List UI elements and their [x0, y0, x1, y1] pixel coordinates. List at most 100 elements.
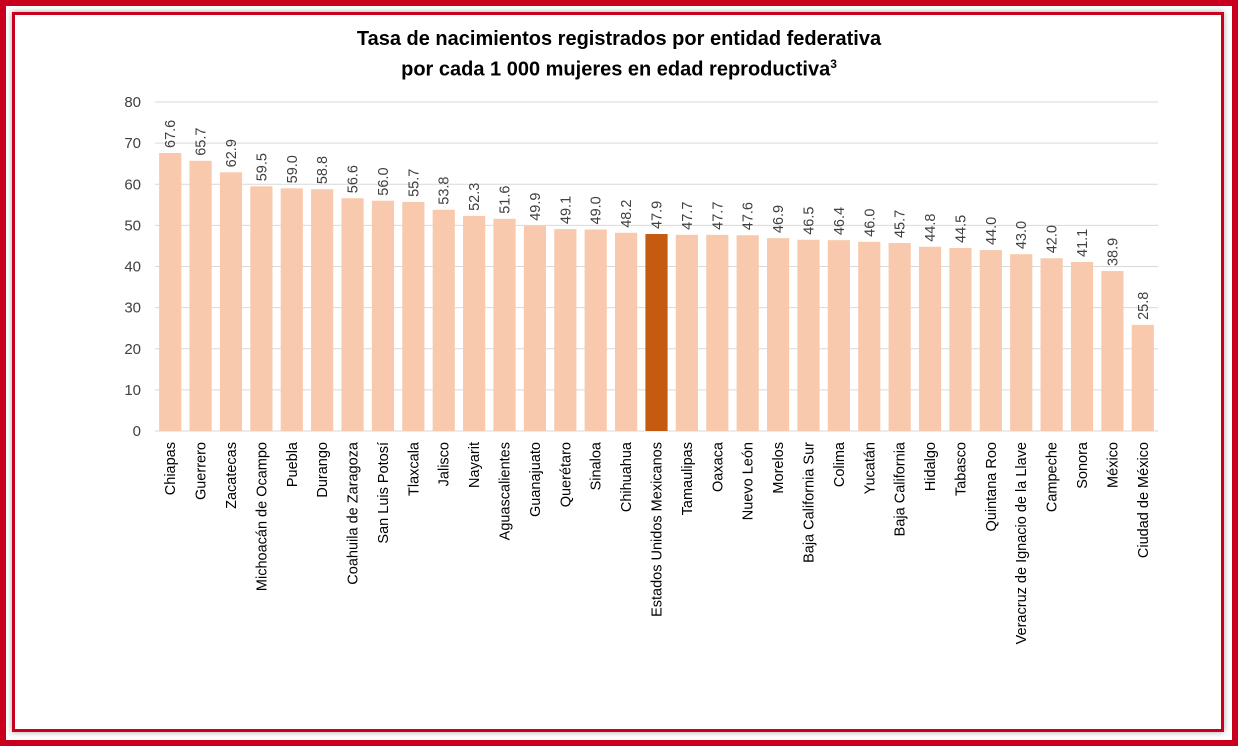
bar — [493, 218, 516, 431]
data-label: 49.9 — [528, 193, 544, 221]
y-tick-label: 80 — [124, 94, 141, 111]
data-label: 44.0 — [984, 217, 1000, 245]
bar — [1040, 258, 1063, 431]
y-tick-label: 0 — [133, 423, 141, 440]
x-tick-label: Veracruz de Ignacio de la Llave — [1014, 442, 1030, 644]
data-label: 43.0 — [1014, 221, 1030, 249]
x-tick-label: Chihuahua — [619, 441, 635, 512]
bar — [523, 225, 547, 431]
bar — [615, 232, 638, 431]
bar — [827, 240, 850, 431]
bar — [311, 189, 334, 431]
y-tick-label: 30 — [124, 300, 141, 317]
bar — [1010, 254, 1033, 431]
data-label: 62.9 — [224, 139, 240, 167]
x-tick-label: Michoacán de Ocampo — [254, 442, 270, 591]
bar — [554, 229, 577, 431]
x-tick-label: Durango — [315, 442, 331, 498]
data-label: 44.8 — [923, 214, 939, 242]
bar — [888, 243, 911, 431]
x-tick-label: Guerrero — [194, 442, 210, 500]
y-axis-ticks: 0 10 20 30 40 50 60 70 80 — [124, 94, 141, 440]
data-label: 46.4 — [832, 207, 848, 235]
x-tick-label: Tabasco — [953, 442, 969, 496]
bar — [341, 198, 364, 431]
data-labels: 67.6 65.7 62.9 59.5 59.0 58.8 56.6 56.0 55.7 53.8… — [163, 120, 1152, 320]
x-tick-label: Colima — [832, 441, 848, 487]
y-tick-label: 10 — [124, 382, 141, 399]
bar — [402, 201, 425, 431]
data-label: 46.9 — [771, 205, 787, 233]
x-tick-label: Chiapas — [163, 442, 179, 495]
data-label: 55.7 — [406, 169, 422, 197]
bar — [1070, 261, 1094, 431]
data-label: 46.0 — [862, 209, 878, 237]
x-tick-label: Tlaxcala — [406, 441, 422, 496]
data-label: 46.5 — [801, 207, 817, 235]
bar — [979, 250, 1002, 431]
x-tick-label: Aguascalientes — [498, 442, 514, 540]
x-tick-label: Morelos — [771, 442, 787, 494]
chart-title-line2-text: por cada 1 000 mujeres en edad reproduct… — [401, 58, 831, 81]
bar — [584, 229, 607, 431]
data-label: 25.8 — [1136, 292, 1152, 320]
bar — [371, 200, 395, 431]
x-tick-label: Querétaro — [558, 442, 574, 507]
x-tick-label: Baja California — [893, 441, 909, 536]
x-tick-label: Estados Unidos Mexicanos — [650, 442, 666, 617]
y-tick-label: 60 — [124, 176, 141, 193]
data-label: 47.9 — [650, 201, 666, 229]
bar — [645, 234, 668, 431]
data-label: 58.8 — [315, 156, 331, 184]
bar — [675, 234, 698, 431]
x-tick-label: Ciudad de México — [1136, 442, 1152, 558]
x-tick-label: Zacatecas — [224, 442, 240, 509]
data-label: 67.6 — [163, 120, 179, 148]
y-tick-label: 70 — [124, 135, 141, 152]
bar — [766, 238, 790, 431]
x-tick-label: Puebla — [285, 441, 301, 487]
x-tick-label: San Luis Potosí — [376, 442, 392, 544]
data-label: 49.1 — [558, 196, 574, 224]
data-label: 47.7 — [710, 202, 726, 230]
data-label: 45.7 — [893, 210, 909, 238]
data-label: 49.0 — [589, 196, 605, 224]
x-tick-label: Guanajuato — [528, 442, 544, 517]
bar — [250, 186, 273, 431]
bar — [1101, 271, 1124, 431]
x-tick-label: Sonora — [1075, 441, 1091, 489]
y-tick-label: 40 — [124, 259, 141, 276]
x-tick-label: Campeche — [1045, 442, 1061, 512]
x-tick-label: Nuevo León — [741, 442, 757, 520]
y-tick-label: 20 — [124, 341, 141, 358]
bar — [706, 234, 729, 431]
bar — [463, 215, 486, 431]
x-tick-label: Coahuila de Zaragoza — [346, 441, 362, 585]
chart-title-line2: por cada 1 000 mujeres en edad reproduct… — [0, 52, 1238, 83]
x-tick-label: Nayarit — [467, 442, 483, 488]
y-tick-label: 50 — [124, 217, 141, 234]
data-label: 48.2 — [619, 200, 635, 228]
bar — [159, 152, 182, 431]
x-tick-label: Tamaulipas — [680, 442, 696, 515]
bar — [736, 235, 759, 431]
data-label: 51.6 — [498, 186, 514, 214]
x-tick-label: Sinaloa — [589, 441, 605, 490]
bars — [159, 152, 1154, 432]
bar — [858, 241, 881, 431]
bar — [189, 160, 212, 431]
x-tick-label: Oaxaca — [710, 441, 726, 492]
bar — [797, 239, 820, 431]
chart-title-footnote: 3 — [830, 57, 837, 71]
data-label: 53.8 — [437, 177, 453, 205]
x-axis-labels: Chiapas Guerrero Zacatecas Michoacán de Oca… — [163, 441, 1152, 644]
x-tick-label: Yucatán — [862, 442, 878, 494]
bar — [918, 246, 942, 431]
data-label: 56.6 — [346, 165, 362, 193]
data-label: 52.3 — [467, 183, 483, 211]
x-tick-label: Jalisco — [437, 442, 453, 486]
data-label: 44.5 — [953, 215, 969, 243]
bar — [1131, 324, 1154, 431]
data-label: 47.6 — [741, 202, 757, 230]
